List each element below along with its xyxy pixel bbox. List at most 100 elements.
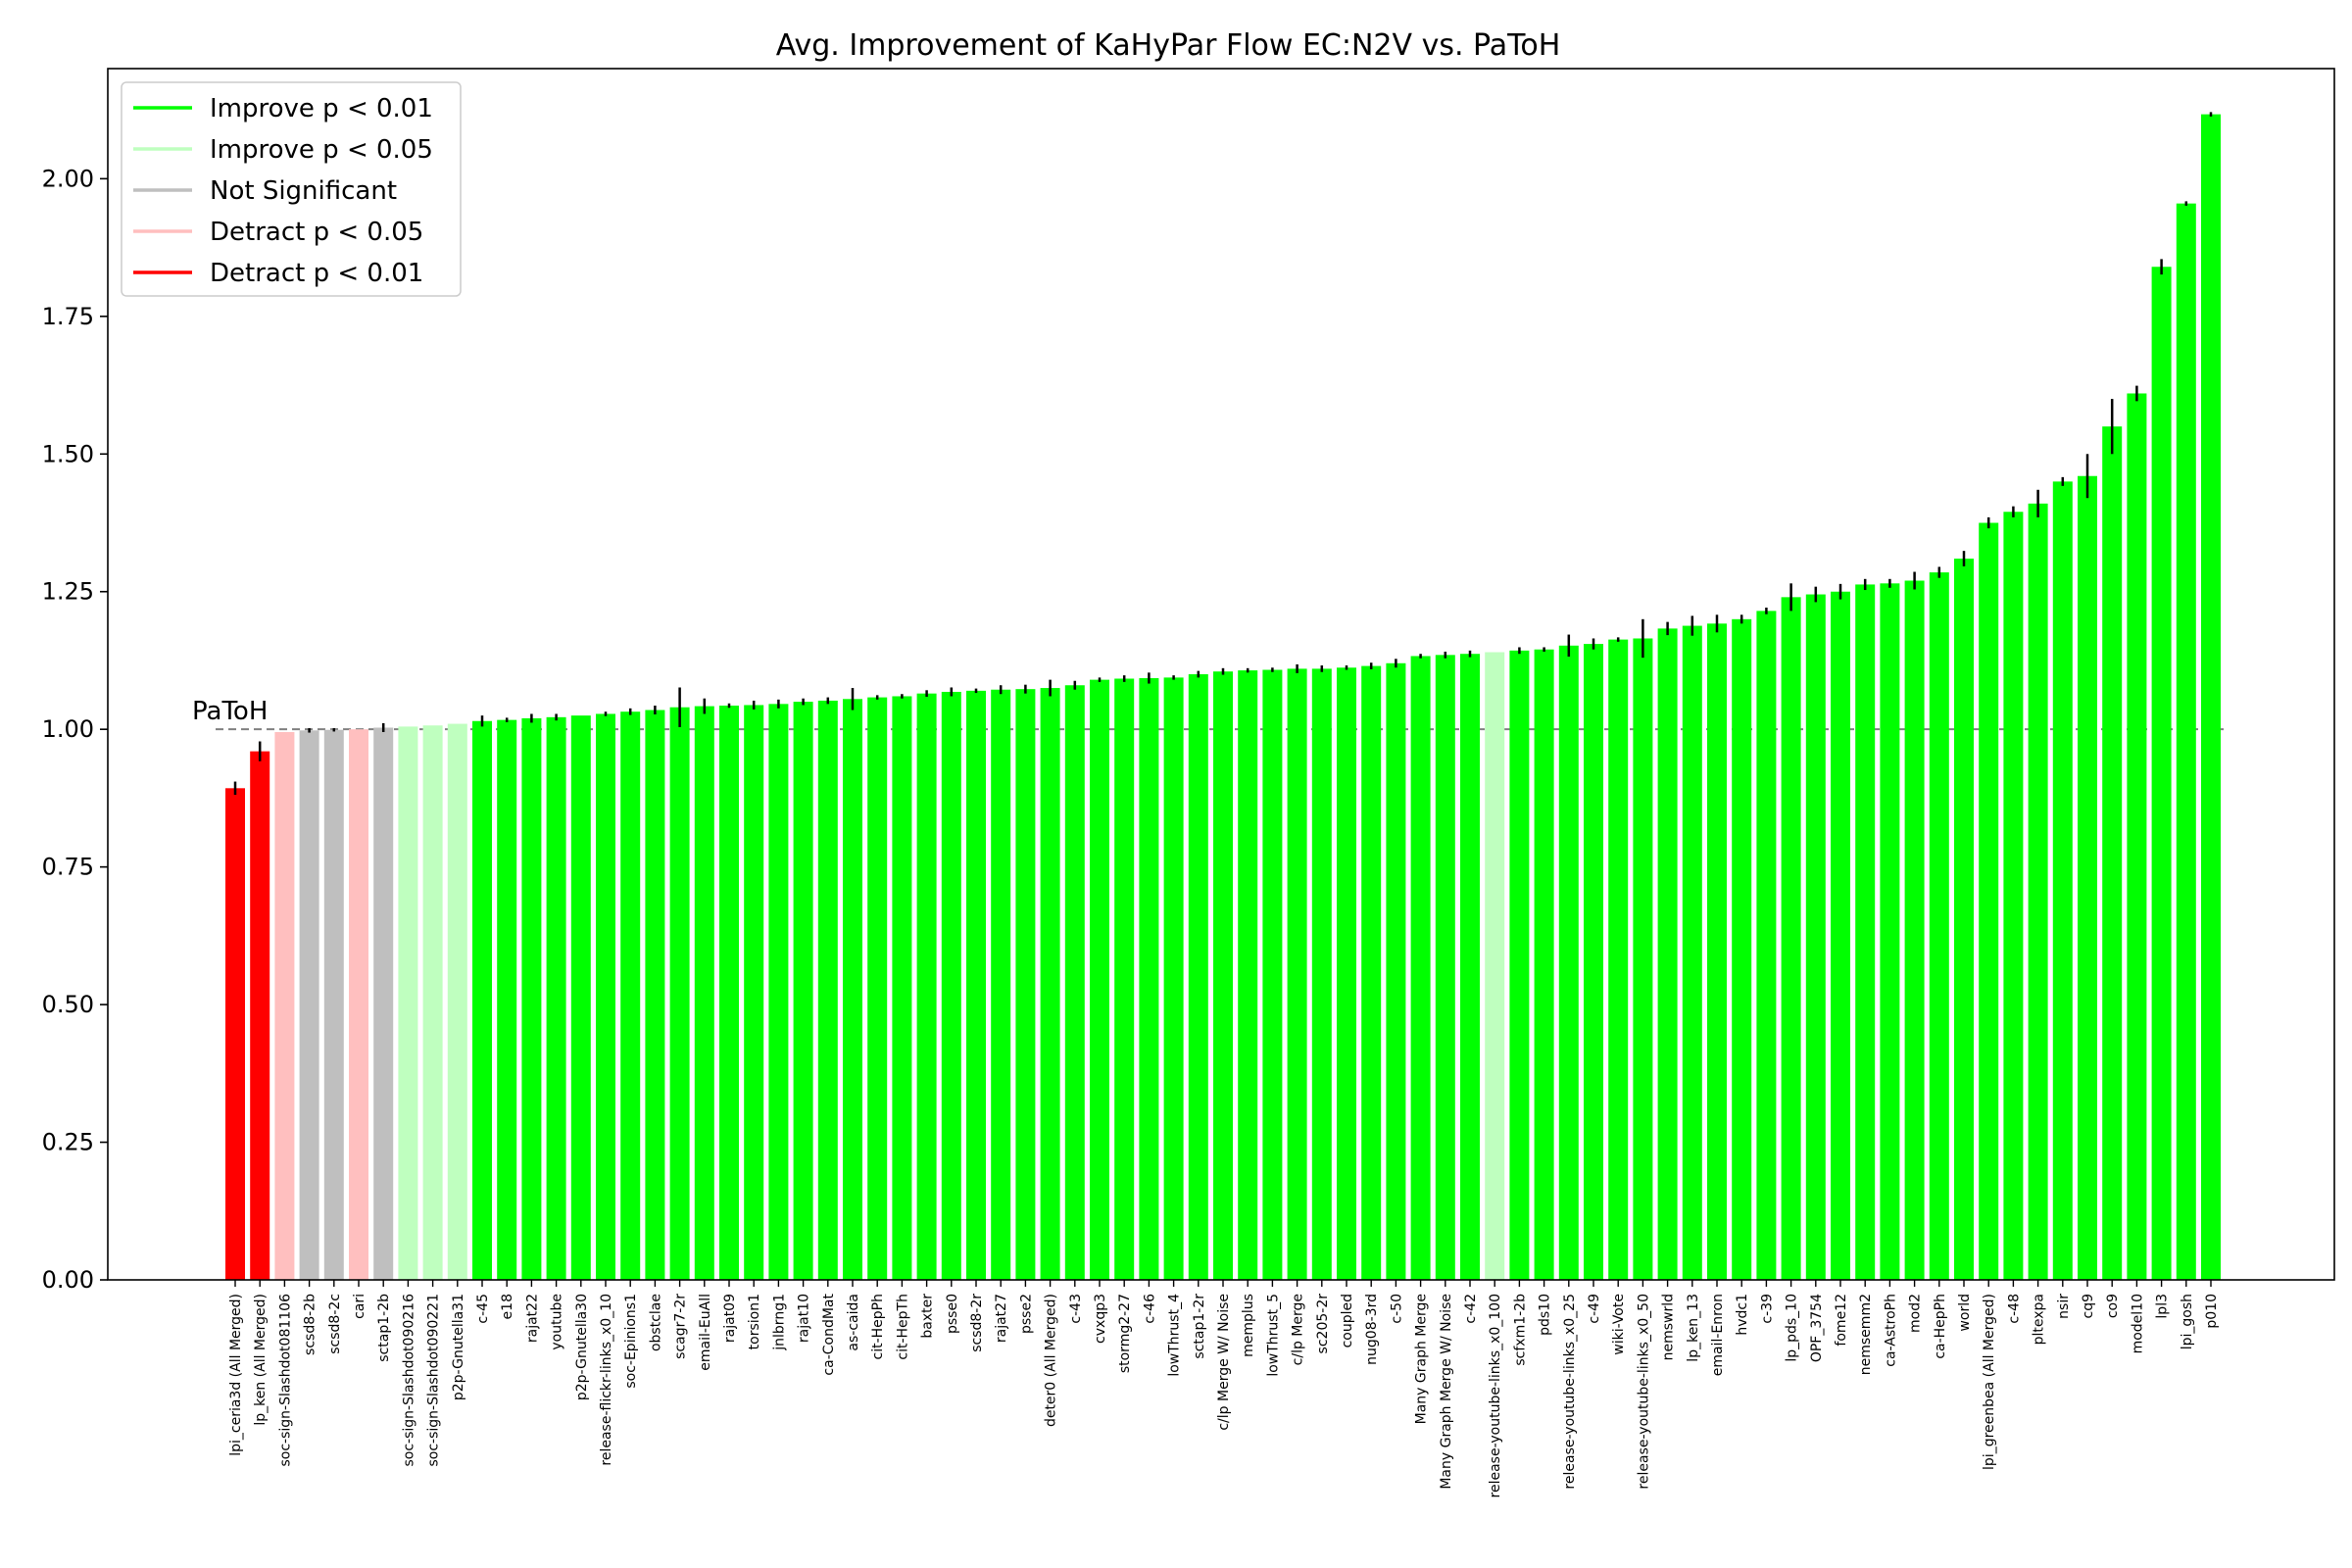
x-tick-label: scfxm1-2b: [1512, 1294, 1528, 1366]
bar: [274, 731, 295, 1280]
x-tick-label: co9: [2105, 1294, 2121, 1318]
x-tick-label: soc-sign-Slashdot090216: [401, 1294, 416, 1467]
bar: [398, 726, 418, 1280]
bar: [843, 699, 862, 1280]
x-tick-label: c-49: [1587, 1294, 1602, 1324]
bar: [1188, 674, 1208, 1280]
x-tick-label: lpi_ceria3d (All Merged): [228, 1294, 244, 1456]
x-tick-label: mod2: [1908, 1294, 1924, 1333]
legend-label: Improve p < 0.01: [210, 94, 433, 123]
y-tick-label: 2.00: [42, 165, 94, 192]
bar: [1558, 645, 1579, 1280]
x-tick-label: rajat10: [797, 1294, 812, 1343]
bar: [447, 723, 467, 1280]
bar: [1534, 649, 1554, 1280]
x-tick-label: scsd8-2r: [969, 1294, 985, 1352]
x-tick-label: jnlbrng1: [771, 1294, 787, 1351]
x-tick-label: c-45: [475, 1294, 491, 1324]
bars-group: [225, 114, 2221, 1281]
bar: [620, 711, 641, 1280]
y-tick-label: 0.00: [42, 1266, 94, 1294]
legend-label: Detract p < 0.05: [210, 218, 423, 247]
bar: [349, 729, 368, 1280]
x-tick-label: ca-AstroPh: [1883, 1294, 1898, 1367]
legend-label: Improve p < 0.05: [210, 135, 433, 165]
bar: [546, 716, 566, 1280]
bar: [991, 689, 1011, 1280]
x-tick-label: c-48: [2006, 1294, 2022, 1324]
bar: [1855, 584, 1876, 1280]
bar: [1954, 559, 1974, 1280]
x-tick-label: p010: [2204, 1294, 2220, 1329]
x-tick-label: lpl3: [2155, 1294, 2171, 1319]
bar: [497, 719, 517, 1280]
x-tick-label: lowThrust_5: [1265, 1294, 1281, 1377]
x-tick-label: cvxqp3: [1093, 1294, 1108, 1344]
x-tick-label: nemsemm2: [1858, 1294, 1874, 1375]
bar: [1410, 656, 1431, 1280]
y-tick-label: 0.75: [42, 854, 94, 881]
legend-label: Detract p < 0.01: [210, 259, 423, 288]
x-tick-label: p2p-Gnutella30: [574, 1294, 590, 1400]
x-tick-label: pds10: [1538, 1294, 1553, 1336]
x-tick-label: lowThrust_4: [1167, 1294, 1183, 1377]
bar: [1707, 623, 1727, 1280]
x-tick-label: release-youtube-links_x0_100: [1488, 1294, 1503, 1497]
bar: [2052, 481, 2073, 1280]
x-tick-label: e18: [500, 1294, 515, 1319]
y-tick-label: 0.25: [42, 1129, 94, 1156]
bar: [2201, 114, 2221, 1281]
x-tick-label: soc-sign-Slashdot090221: [426, 1294, 442, 1467]
x-tick-label: stormg2-27: [1117, 1294, 1133, 1373]
chart-title: Avg. Improvement of KaHyPar Flow EC:N2V …: [776, 28, 1561, 63]
bar: [2127, 393, 2147, 1280]
x-tick-label: Many Graph Merge: [1414, 1294, 1430, 1424]
x-tick-label: rajat27: [994, 1294, 1009, 1343]
x-tick-label: release-youtube-links_x0_50: [1636, 1294, 1651, 1490]
x-tick-label: as-caida: [846, 1294, 861, 1351]
x-tick-label: torsion1: [747, 1294, 762, 1349]
bar: [1163, 677, 1184, 1280]
bar: [1979, 522, 1999, 1280]
x-tick-label: psse2: [1018, 1294, 1034, 1334]
x-tick-label: p2p-Gnutella31: [451, 1294, 466, 1400]
bar: [1756, 611, 1777, 1280]
x-tick-label: hvdc1: [1735, 1294, 1750, 1336]
bar: [1435, 655, 1455, 1280]
bar: [719, 706, 739, 1280]
x-tick-label: lp_pds_10: [1785, 1294, 1800, 1362]
x-tick-label: sctap1-2b: [376, 1294, 392, 1362]
bar: [1139, 677, 1159, 1280]
y-tick-label: 1.25: [42, 578, 94, 606]
x-tick-label: ca-HepPh: [1933, 1294, 1948, 1359]
x-tick-label: world: [1957, 1294, 1973, 1332]
bar: [1805, 594, 1826, 1280]
bar: [1114, 678, 1135, 1280]
bar: [225, 788, 245, 1280]
bar: [596, 713, 615, 1280]
bar: [1090, 679, 1109, 1280]
bar: [250, 751, 270, 1280]
bar: [1386, 662, 1406, 1280]
bar: [1287, 668, 1307, 1280]
x-tick-label: soc-sign-Slashdot081106: [277, 1294, 293, 1467]
x-tick-label: lpi_greenbea (All Merged): [1982, 1294, 1997, 1470]
x-tick-label: rajat22: [524, 1294, 540, 1343]
x-tick-label: c-43: [1068, 1294, 1084, 1324]
x-tick-label: lpi_gosh: [2180, 1294, 2195, 1349]
bar: [1608, 639, 1629, 1280]
x-axis: lpi_ceria3d (All Merged) lp_ken (All Merg…: [228, 1280, 2220, 1497]
x-tick-label: OPF_3754: [1809, 1294, 1825, 1362]
x-tick-label: cq9: [2081, 1294, 2096, 1319]
reference-line-label: PaToH: [192, 697, 268, 726]
bar: [1929, 572, 1949, 1280]
bar: [669, 707, 690, 1280]
bar: [768, 704, 789, 1280]
x-tick-label: c-42: [1463, 1294, 1479, 1324]
x-tick-label: rajat09: [722, 1294, 738, 1343]
bar: [2102, 426, 2123, 1280]
bar: [1311, 668, 1332, 1280]
x-tick-label: nemswrld: [1661, 1294, 1677, 1360]
x-tick-label: memplus: [1241, 1294, 1256, 1357]
bar: [570, 715, 591, 1280]
